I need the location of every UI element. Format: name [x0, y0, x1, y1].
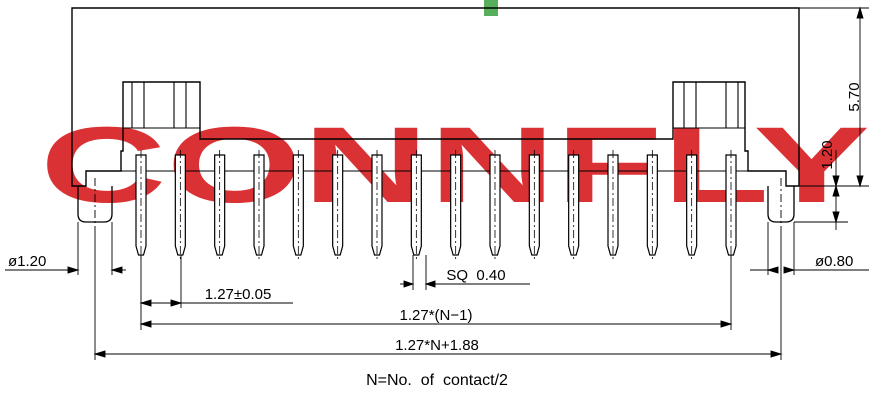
dim-pin-span-label: 1.27*(N−1)	[400, 307, 473, 324]
dim-height-total-label: 5.70	[846, 82, 863, 111]
dim-height-post	[794, 150, 848, 230]
dim-pin-dia-label: ø0.80	[815, 253, 853, 270]
footnote: N=No. of contact/2	[366, 372, 508, 389]
pin	[371, 150, 383, 260]
pin	[135, 150, 147, 260]
dim-pitch-label: 1.27±0.05	[205, 286, 272, 303]
pin	[528, 150, 540, 260]
pin	[607, 150, 619, 260]
connector-body	[71, 7, 800, 187]
pin	[253, 150, 265, 260]
pin	[410, 150, 422, 260]
pin	[332, 150, 344, 260]
dim-pin-dia	[750, 222, 869, 275]
pin	[568, 150, 580, 260]
dim-overall-label: 1.27*N+1.88	[395, 337, 479, 354]
pins-group	[135, 150, 737, 260]
right-post	[767, 178, 795, 232]
pin	[646, 150, 658, 260]
right-latch	[673, 82, 745, 129]
dim-height-post-label: 1.20	[819, 140, 836, 169]
pin	[214, 150, 226, 260]
dim-pin-span	[139, 255, 733, 330]
left-latch	[123, 82, 200, 129]
pin	[686, 150, 698, 260]
dim-pin-square	[400, 255, 530, 290]
dim-pitch	[139, 255, 293, 330]
dim-post-dia-label: ø1.20	[8, 253, 46, 270]
dim-post-dia	[5, 222, 126, 275]
left-post	[77, 178, 113, 232]
pin	[489, 150, 501, 260]
pin	[174, 150, 186, 260]
dim-pin-square-label: SQ 0.40	[446, 267, 505, 284]
pin	[725, 150, 737, 260]
pin	[292, 150, 304, 260]
dim-overall	[93, 232, 783, 360]
pin	[450, 150, 462, 260]
dim-height-total	[799, 6, 869, 188]
